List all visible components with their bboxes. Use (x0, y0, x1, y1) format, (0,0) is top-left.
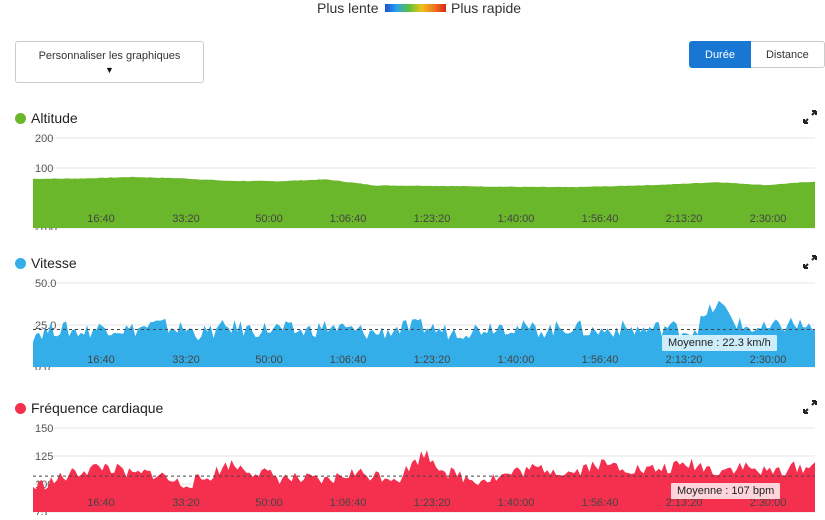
x-tick-label: 1:40:00 (498, 354, 535, 366)
expand-altitude-icon[interactable] (803, 110, 817, 124)
x-tick-label: 50:00 (255, 213, 283, 225)
heart-rate-average-badge: Moyenne : 107 bpm (671, 483, 781, 499)
x-tick-label: 1:40:00 (498, 213, 535, 225)
y-tick-label: 200 (35, 133, 53, 145)
y-tick-label: 100 (35, 163, 53, 175)
altitude-chart: 2001000-10016:4033:2050:001:06:401:23:20… (0, 130, 825, 230)
y-tick-label: 150 (35, 423, 53, 435)
speed-color-legend: Plus lente Plus rapide (0, 0, 825, 16)
x-tick-label: 2:30:00 (750, 213, 787, 225)
x-tick-label: 2:30:00 (750, 354, 787, 366)
altitude-area (33, 176, 815, 228)
caret-down-icon: ▼ (105, 65, 114, 75)
x-tick-label: 2:13:20 (666, 213, 703, 225)
heart-rate-title-text: Fréquence cardiaque (31, 400, 164, 416)
toggle-distance-button[interactable]: Distance (750, 41, 825, 68)
expand-heart-rate-icon[interactable] (803, 400, 817, 414)
y-tick-label: 125 (35, 451, 53, 463)
x-tick-label: 1:56:40 (582, 354, 619, 366)
altitude-chart-svg: 2001000-10016:4033:2050:001:06:401:23:20… (33, 133, 815, 230)
x-tick-label: 1:23:20 (414, 213, 451, 225)
altitude-title: Altitude (15, 110, 78, 126)
expand-speed-icon[interactable] (803, 255, 817, 269)
x-tick-label: 33:20 (172, 497, 200, 509)
x-tick-label: 2:13:20 (666, 497, 703, 509)
altitude-title-text: Altitude (31, 110, 78, 126)
x-tick-label: 1:56:40 (582, 213, 619, 225)
speed-chart-svg: 50.025.00.016:4033:2050:001:06:401:23:20… (33, 278, 815, 370)
altitude-dot-icon (15, 112, 26, 124)
x-tick-label: 1:56:40 (582, 497, 619, 509)
speed-gradient-bar (385, 4, 446, 12)
x-tick-label: 1:06:40 (330, 354, 367, 366)
x-tick-label: 33:20 (172, 213, 200, 225)
x-tick-label: 2:30:00 (750, 497, 787, 509)
speed-title-text: Vitesse (31, 255, 77, 271)
x-axis-toggle: Durée Distance (689, 41, 825, 68)
x-tick-label: 16:40 (87, 497, 115, 509)
toggle-duration-button[interactable]: Durée (689, 41, 751, 68)
x-tick-label: 2:13:20 (666, 354, 703, 366)
x-tick-label: 16:40 (87, 354, 115, 366)
y-tick-label: 50.0 (35, 278, 56, 290)
x-tick-label: 1:06:40 (330, 213, 367, 225)
customize-charts-label: Personnaliser les graphiques (38, 50, 181, 62)
x-tick-label: 1:23:20 (414, 497, 451, 509)
speed-dot-icon (15, 257, 26, 269)
fast-label: Plus rapide (451, 0, 522, 16)
speed-title: Vitesse (15, 255, 77, 271)
x-tick-label: 33:20 (172, 354, 200, 366)
heart-rate-title: Fréquence cardiaque (15, 400, 163, 416)
customize-charts-button[interactable]: Personnaliser les graphiques ▼ (15, 41, 204, 83)
slow-label: Plus lente (317, 0, 379, 16)
x-tick-label: 1:23:20 (414, 354, 451, 366)
x-tick-label: 50:00 (255, 354, 283, 366)
heart-area (33, 450, 815, 512)
heart-rate-chart: 1501251007516:4033:2050:001:06:401:23:20… (0, 420, 825, 515)
heart-rate-dot-icon (15, 402, 26, 414)
speed-chart: 50.025.00.016:4033:2050:001:06:401:23:20… (0, 275, 825, 370)
x-tick-label: 1:40:00 (498, 497, 535, 509)
speed-area (33, 300, 815, 367)
x-tick-label: 50:00 (255, 497, 283, 509)
heart-rate-chart-svg: 1501251007516:4033:2050:001:06:401:23:20… (33, 423, 815, 515)
speed-average-badge: Moyenne : 22.3 km/h (662, 335, 777, 351)
x-tick-label: 16:40 (87, 213, 115, 225)
x-tick-label: 1:06:40 (330, 497, 367, 509)
